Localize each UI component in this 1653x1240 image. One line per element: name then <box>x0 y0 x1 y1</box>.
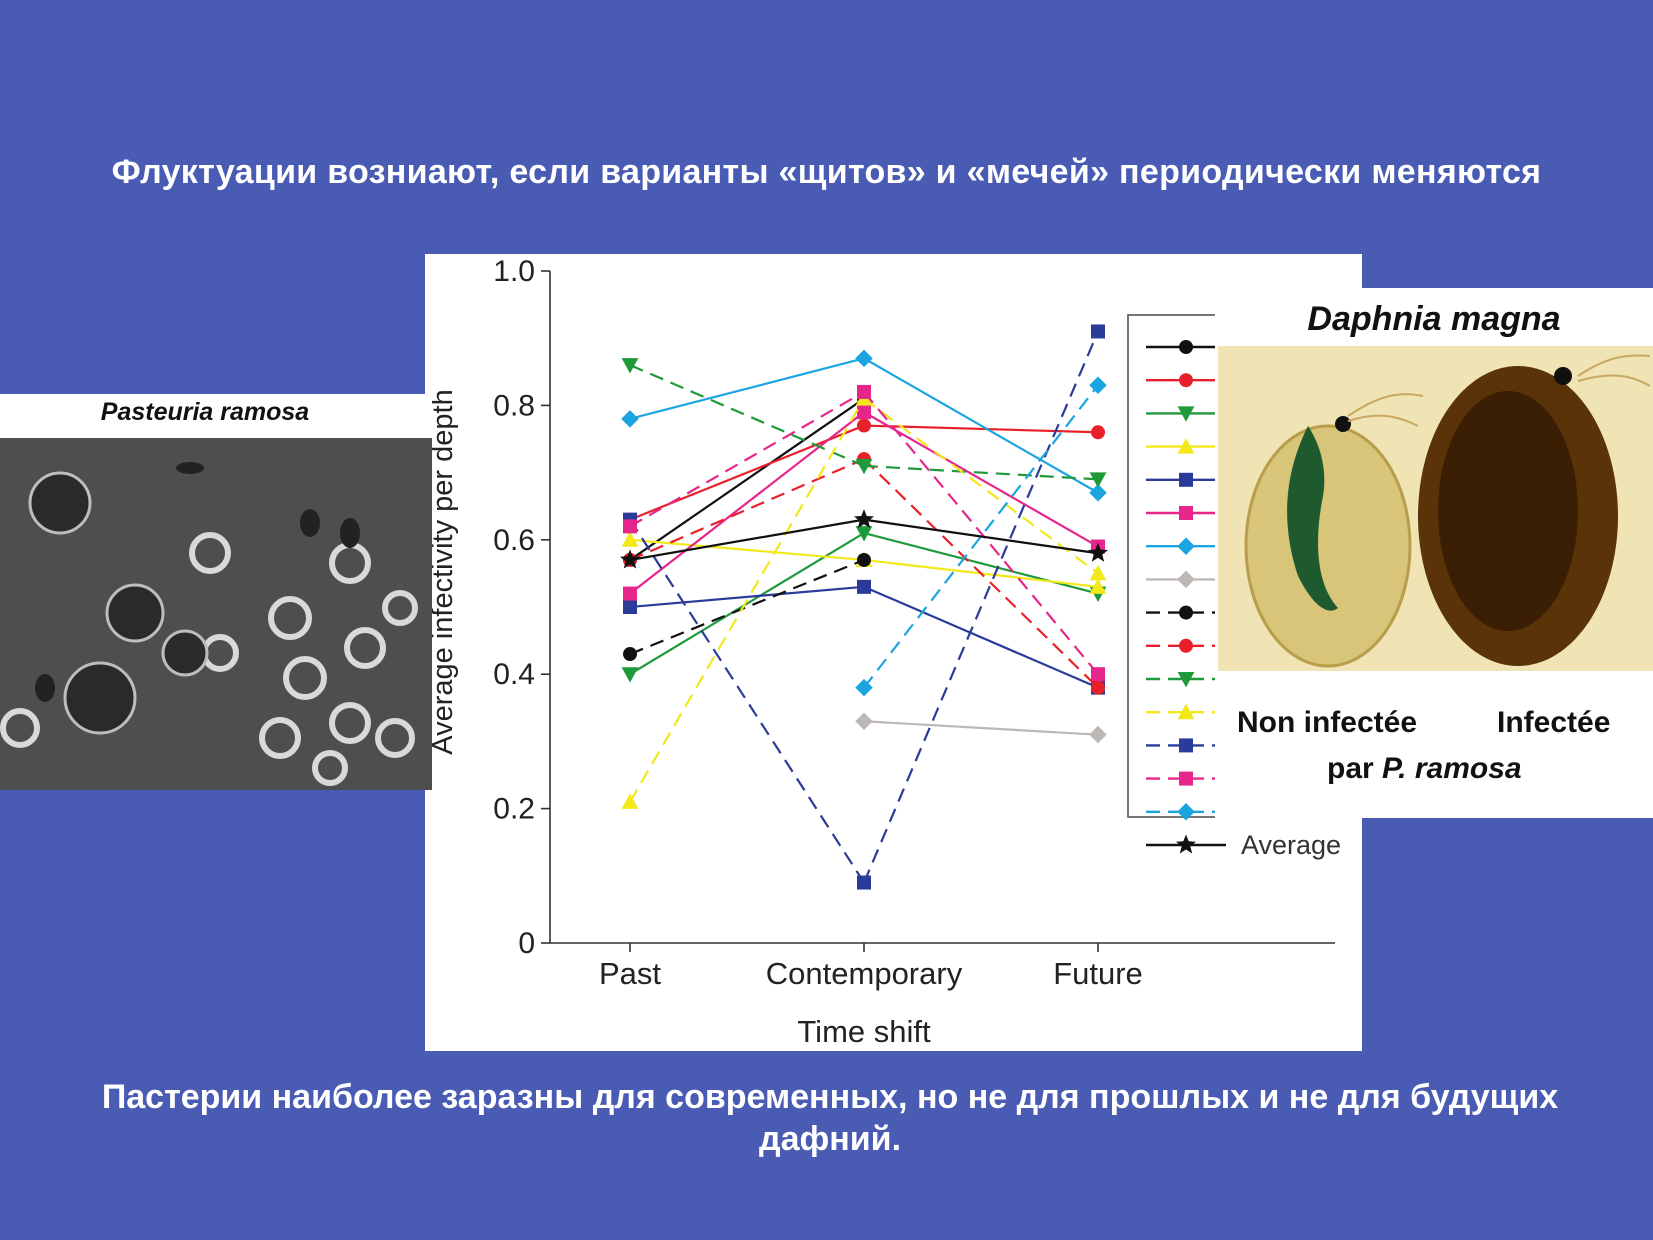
series-14-point <box>857 384 871 399</box>
series-12-segment <box>863 397 1099 575</box>
series-11-segment <box>629 364 865 467</box>
series-3-point <box>855 526 873 542</box>
series-10-point <box>1091 680 1105 695</box>
series-16-point <box>1088 542 1108 562</box>
slide-caption: Пастерии наиболее заразны для современны… <box>101 1078 1559 1158</box>
series-2-point <box>1091 425 1105 440</box>
series-12-segment <box>629 398 865 803</box>
daphnia-photo-title: Daphnia magna <box>1307 300 1561 338</box>
y-tick-label: 0.8 <box>493 389 535 422</box>
series-9-segment <box>629 558 865 656</box>
series-14-segment <box>863 391 1099 675</box>
series-8-point <box>855 712 873 730</box>
series-4-segment <box>629 538 865 562</box>
series-13-segment <box>629 519 865 884</box>
series-16-point <box>620 549 640 569</box>
legend-marker-1 <box>1179 340 1193 354</box>
series-12-point <box>621 793 639 809</box>
y-tick-label: 0.6 <box>493 524 535 557</box>
daphnia-photo: Daphnia magna Non infectée Infectée par … <box>1215 288 1653 818</box>
series-4-point <box>1089 578 1107 594</box>
daphnia-image <box>1218 346 1653 671</box>
x-tick-label: Past <box>599 956 661 991</box>
y-tick-label: 0 <box>518 927 535 960</box>
y-tick-label: 0.2 <box>493 793 535 826</box>
series-2-point <box>857 418 871 433</box>
series-16-segment <box>629 518 865 562</box>
legend-marker-3 <box>1177 406 1195 422</box>
legend-marker-7 <box>1177 537 1195 555</box>
series-5-segment <box>863 585 1099 689</box>
x-axis-title: Time shift <box>797 1014 931 1049</box>
y-axis-title: Average infectivity per depth <box>427 389 459 754</box>
pasteuria-micrograph <box>0 438 432 790</box>
legend-marker-14 <box>1179 771 1193 786</box>
series-7-segment <box>863 357 1099 494</box>
series-7-point <box>855 349 873 368</box>
pasteuria-photo: Pasteuria ramosa <box>0 394 432 790</box>
series-7-segment <box>629 357 865 420</box>
legend-marker-12 <box>1177 703 1195 720</box>
series-6-point <box>623 586 637 601</box>
series-6-segment <box>629 411 865 595</box>
series-10-segment <box>863 458 1099 689</box>
slide-title: Флуктуации возниают, если варианты «щито… <box>111 153 1542 191</box>
infected-label: Infectée <box>1497 706 1611 739</box>
series-14-segment <box>629 391 865 528</box>
infected-by-prefix: par <box>1327 752 1383 785</box>
series-13-point <box>1091 324 1105 339</box>
x-tick-label: Future <box>1053 956 1143 991</box>
series-15-segment <box>863 384 1099 689</box>
legend-marker-10 <box>1179 638 1193 653</box>
series-11-segment <box>863 464 1099 481</box>
legend-marker-2 <box>1179 373 1193 388</box>
legend-marker-16 <box>1176 834 1196 854</box>
legend-marker-11 <box>1177 672 1195 688</box>
series-14-point <box>623 519 637 534</box>
infected-by-species: P. ramosa <box>1382 752 1522 785</box>
legend-marker-6 <box>1179 506 1193 520</box>
series-11-point <box>855 458 873 475</box>
legend-marker-8 <box>1177 570 1195 589</box>
series-7-point <box>1089 484 1107 502</box>
series-5-point <box>857 579 871 594</box>
infected-by-label: par P. ramosa <box>1327 752 1522 786</box>
series-16-segment <box>863 518 1099 555</box>
series-15-point <box>855 678 873 697</box>
series-15-point <box>1089 376 1107 394</box>
series-14-point <box>1091 667 1105 682</box>
legend-marker-13 <box>1179 738 1193 753</box>
series-13-point <box>857 875 871 890</box>
series-3-point <box>621 667 639 683</box>
x-tick-label: Contemporary <box>766 956 963 991</box>
series-3-segment <box>863 532 1099 595</box>
series-8-point <box>1089 725 1107 744</box>
series-4-point <box>621 531 639 547</box>
pasteuria-photo-title: Pasteuria ramosa <box>100 398 310 426</box>
series-11-point <box>621 358 639 374</box>
series-9-point <box>623 647 637 662</box>
series-13-segment <box>862 331 1100 883</box>
series-6-segment <box>863 411 1099 548</box>
series-8-segment <box>863 720 1099 736</box>
legend-marker-15 <box>1177 803 1195 821</box>
series-10-segment <box>629 458 865 561</box>
y-tick-label: 0.4 <box>493 658 535 691</box>
legend-marker-4 <box>1177 438 1195 454</box>
legend-marker-5 <box>1179 472 1193 487</box>
series-12-point <box>1089 565 1107 581</box>
legend-marker-9 <box>1179 605 1193 620</box>
series-5-point <box>623 600 637 614</box>
legend-label-16: Average <box>1241 830 1341 860</box>
series-1-segment <box>629 397 865 561</box>
y-tick-label: 1.0 <box>493 255 535 288</box>
series-5-segment <box>629 585 865 609</box>
series-16-point <box>854 509 874 529</box>
series-6-point <box>857 405 871 420</box>
series-7-point <box>621 410 639 428</box>
non-infected-label: Non infectée <box>1237 706 1418 739</box>
series-9-point <box>857 552 871 567</box>
series-11-point <box>1089 472 1107 488</box>
